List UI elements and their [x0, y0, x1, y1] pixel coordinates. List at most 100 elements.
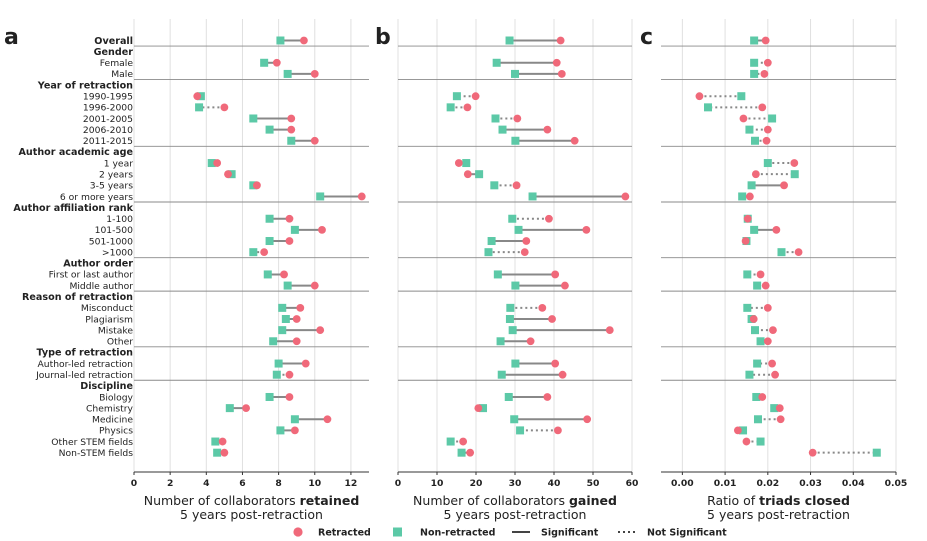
panel-letter-b: b: [375, 25, 391, 50]
non-retracted-marker: [745, 125, 754, 134]
retracted-marker: [761, 281, 770, 290]
legend-retracted-label: Retracted: [318, 528, 371, 539]
retracted-marker: [760, 70, 769, 78]
non-retracted-marker: [747, 181, 756, 190]
panel-c: c 0.00 0.01 0.02 0.03 0.04 0.05 Ratio of triads…: [640, 19, 907, 522]
x-tick-label: 0.05: [885, 478, 908, 489]
retracted-marker: [522, 237, 531, 245]
non-retracted-marker: [511, 359, 520, 368]
retracted-marker: [570, 136, 579, 145]
x-tick-label: 0: [131, 478, 137, 489]
retracted-marker: [739, 114, 748, 123]
non-retracted-marker: [745, 370, 754, 379]
non-retracted-marker: [777, 248, 786, 257]
retracted-marker: [756, 270, 765, 279]
retracted-marker: [300, 36, 308, 45]
retracted-marker: [463, 170, 472, 179]
row-label-other-stem-fields: Other STEM fields: [51, 437, 133, 448]
x-axis-subtitle: 5 years post-retraction: [444, 507, 587, 522]
x-axis-subtitle: 5 years post-retraction: [180, 507, 323, 522]
row-label-female: Female: [100, 58, 134, 69]
retracted-marker: [323, 415, 332, 424]
non-retracted-marker: [753, 359, 762, 368]
retracted-marker: [556, 36, 565, 45]
retracted-marker: [548, 315, 556, 323]
non-retracted-marker: [763, 159, 772, 168]
retracted-marker: [193, 92, 202, 101]
x-axis-title-emphasis: retained: [300, 493, 360, 508]
non-retracted-marker: [751, 136, 759, 145]
x-tick-label: 10: [431, 478, 444, 489]
retracted-marker: [763, 337, 772, 346]
retracted-marker: [292, 315, 301, 323]
non-retracted-marker: [195, 103, 204, 112]
non-retracted-marker: [496, 337, 505, 346]
row-label-biology: Biology: [99, 392, 133, 403]
retracted-marker: [260, 248, 269, 257]
retracted-marker: [763, 58, 772, 67]
retracted-marker: [463, 103, 472, 112]
non-retracted-marker: [497, 370, 506, 379]
row-label-journal-led-retraction: Journal-led retraction: [35, 370, 133, 381]
non-retracted-marker: [737, 92, 746, 101]
retracted-marker: [762, 136, 771, 145]
retracted-marker: [551, 359, 560, 368]
row-label-chemistry: Chemistry: [86, 403, 134, 414]
non-retracted-marker: [274, 359, 283, 368]
x-axis-title-text: Ratio of: [707, 493, 759, 508]
retracted-marker: [751, 170, 760, 179]
retracted-marker: [776, 415, 785, 424]
group-label-author-academic-age: Author academic age: [18, 147, 133, 158]
non-retracted-marker: [265, 392, 274, 401]
non-retracted-marker: [752, 392, 761, 401]
non-retracted-marker: [249, 248, 258, 257]
non-retracted-marker: [511, 136, 520, 145]
group-label-author-affiliation-rank: Author affiliation rank: [13, 203, 133, 214]
group-label-type-of-retraction: Type of retraction: [37, 348, 134, 359]
non-retracted-marker: [528, 192, 537, 201]
non-retracted-marker: [225, 404, 234, 413]
retracted-marker: [780, 181, 788, 190]
retracted-marker: [290, 426, 299, 435]
non-retracted-marker: [265, 125, 274, 134]
retracted-marker: [749, 315, 758, 323]
retracted-marker: [538, 303, 547, 312]
non-retracted-marker: [790, 170, 799, 179]
x-axis-title: Ratio of triads closed: [707, 493, 850, 508]
non-retracted-marker: [498, 125, 507, 134]
x-tick-label: 0.02: [756, 478, 779, 489]
x-tick-label: 30: [509, 478, 522, 489]
non-retracted-marker: [490, 181, 499, 190]
retracted-marker: [310, 281, 319, 290]
group-label-year-of-retraction: Year of retraction: [37, 80, 133, 91]
retracted-marker: [526, 337, 535, 346]
non-retracted-marker: [265, 237, 274, 246]
retracted-marker: [213, 159, 222, 167]
x-axis-subtitle: 5 years post-retraction: [707, 507, 850, 522]
row-label-first-or-last-author: First or last author: [49, 270, 134, 281]
retracted-marker: [771, 370, 779, 379]
non-retracted-marker: [283, 281, 292, 290]
retracted-marker: [794, 248, 803, 257]
non-retracted-marker: [457, 448, 466, 457]
retracted-marker: [742, 437, 751, 446]
retracted-marker: [224, 170, 232, 179]
non-retracted-marker: [276, 426, 285, 435]
legend-retracted-marker: [293, 527, 303, 537]
row-label-1-year: 1 year: [104, 158, 133, 169]
retracted-marker: [220, 103, 229, 112]
non-retracted-marker: [213, 448, 222, 457]
row-label-2006-2010: 2006-2010: [83, 125, 133, 136]
row-label-2-years: 2 years: [99, 169, 133, 180]
non-retracted-marker: [504, 392, 513, 401]
retracted-marker: [218, 437, 227, 446]
panel-letter-a: a: [4, 25, 19, 50]
retracted-marker: [543, 393, 552, 401]
legend-non-retracted-label: Non-retracted: [420, 528, 495, 539]
non-retracted-marker: [750, 69, 759, 78]
non-retracted-marker: [743, 303, 752, 312]
x-axis-title-emphasis: triads closed: [759, 493, 850, 508]
non-retracted-marker: [516, 426, 525, 435]
retracted-marker: [471, 92, 480, 101]
non-retracted-marker: [249, 114, 258, 123]
